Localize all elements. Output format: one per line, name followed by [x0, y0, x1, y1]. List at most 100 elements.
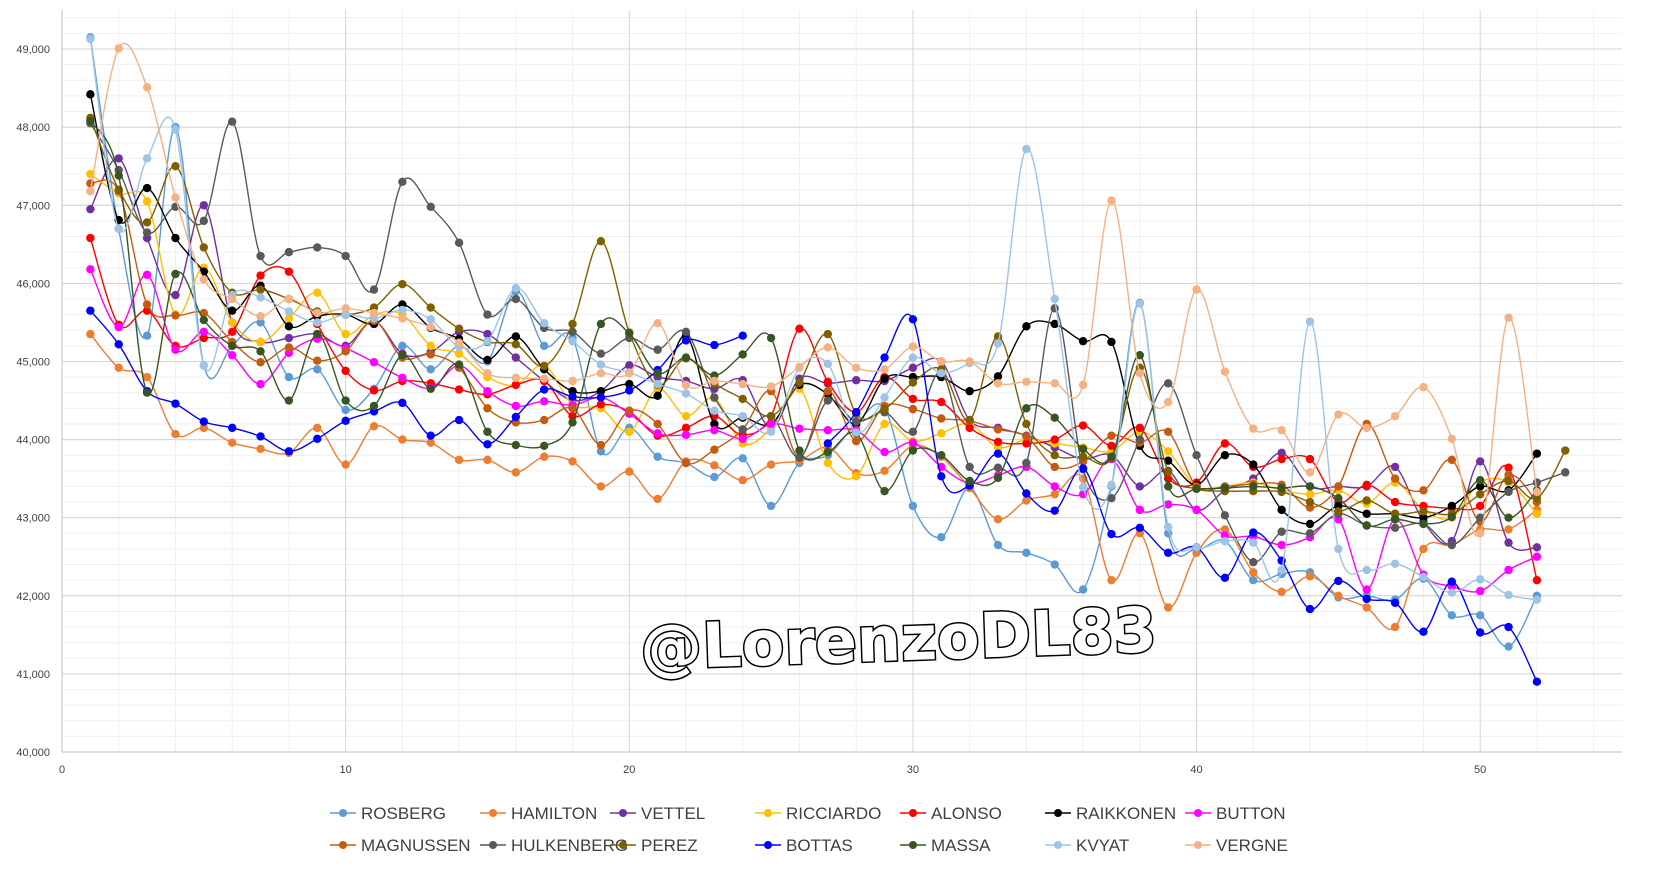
- data-point-perez: [539, 361, 549, 371]
- data-point-massa: [738, 350, 747, 359]
- data-point-bottas: [313, 434, 322, 443]
- data-point-magnussen: [993, 425, 1003, 434]
- data-point-bottas: [227, 423, 237, 433]
- data-point-vergne: [454, 338, 464, 347]
- legend-label: HULKENBERG: [511, 836, 628, 855]
- data-point-magnussen: [284, 343, 294, 352]
- legend-label: RAIKKONEN: [1076, 804, 1176, 823]
- data-point-bottas: [1107, 529, 1116, 539]
- data-point-vettel: [625, 361, 634, 370]
- data-point-perez: [1475, 490, 1485, 499]
- data-point-bottas: [114, 340, 123, 349]
- data-point-kvyat: [483, 336, 492, 346]
- data-point-raikkonen: [199, 267, 209, 276]
- data-point-hulkenberg: [284, 247, 294, 257]
- data-point-rosberg: [1022, 548, 1031, 558]
- data-point-bottas: [596, 393, 606, 402]
- data-point-kvyat: [596, 360, 606, 369]
- data-point-magnussen: [1050, 462, 1059, 472]
- data-point-vergne: [1532, 487, 1542, 497]
- data-point-magnussen: [199, 308, 209, 318]
- y-tick-label: 41,000: [16, 669, 50, 681]
- legend-item-hamilton: HAMILTON: [480, 804, 597, 823]
- legend-swatch-marker: [764, 809, 772, 817]
- data-point-alonso: [1107, 441, 1116, 451]
- data-point-alonso: [1532, 575, 1542, 585]
- y-tick-label: 47,000: [16, 200, 50, 212]
- data-point-bottas: [1050, 506, 1059, 515]
- data-point-vergne: [710, 376, 719, 386]
- data-point-rosberg: [596, 447, 606, 456]
- data-point-alonso: [681, 423, 691, 433]
- data-point-perez: [795, 378, 804, 387]
- data-point-kvyat: [1419, 572, 1428, 582]
- data-point-rosberg: [1475, 611, 1485, 620]
- data-point-kvyat: [880, 393, 889, 402]
- data-point-massa: [1447, 512, 1457, 522]
- data-point-bottas: [568, 392, 577, 401]
- data-point-vettel: [1475, 457, 1485, 466]
- data-point-hulkenberg: [795, 453, 804, 462]
- data-point-perez: [568, 319, 577, 329]
- data-point-hulkenberg: [1135, 435, 1145, 444]
- legend-item-vettel: VETTEL: [610, 804, 705, 823]
- legend-item-bottas: BOTTAS: [755, 836, 853, 855]
- data-point-massa: [1334, 493, 1343, 503]
- data-point-bottas: [1447, 577, 1457, 586]
- data-point-raikkonen: [1475, 482, 1485, 491]
- data-point-bottas: [1419, 627, 1428, 636]
- data-point-hulkenberg: [199, 216, 209, 226]
- data-point-vergne: [426, 322, 435, 332]
- data-point-hamilton: [114, 363, 123, 372]
- legend-label: ALONSO: [931, 804, 1002, 823]
- series-alonso: [86, 233, 1542, 585]
- data-point-massa: [284, 396, 294, 405]
- data-point-vettel: [1532, 543, 1542, 552]
- data-point-massa: [823, 447, 833, 457]
- data-point-vettel: [1277, 448, 1286, 458]
- data-point-rosberg: [1050, 560, 1059, 569]
- data-point-magnussen: [171, 311, 180, 320]
- data-point-bottas: [710, 340, 719, 350]
- data-point-vergne: [511, 373, 521, 383]
- data-point-kvyat: [398, 305, 407, 315]
- data-point-vergne: [256, 311, 265, 321]
- data-point-magnussen: [341, 347, 350, 356]
- data-point-vergne: [1050, 379, 1059, 388]
- series-line-alonso: [89, 237, 1538, 581]
- data-point-bottas: [483, 440, 492, 449]
- data-point-hulkenberg: [1561, 468, 1570, 477]
- data-point-vergne: [795, 362, 804, 372]
- data-point-vergne: [341, 304, 350, 313]
- data-point-massa: [596, 319, 606, 329]
- data-point-alonso: [937, 397, 946, 407]
- series-raikkonen: [86, 90, 1542, 529]
- data-point-ricciardo: [341, 329, 350, 339]
- legend-item-vergne: VERGNE: [1185, 836, 1288, 855]
- data-point-vergne: [653, 319, 662, 328]
- data-point-massa: [114, 171, 123, 180]
- data-point-hamilton: [1419, 544, 1428, 554]
- data-point-hamilton: [1050, 490, 1059, 499]
- data-point-vergne: [880, 365, 889, 374]
- data-point-hamilton: [227, 438, 237, 447]
- data-point-hamilton: [766, 460, 776, 469]
- data-point-hulkenberg: [653, 345, 662, 354]
- data-point-massa: [341, 396, 350, 405]
- data-point-hamilton: [313, 423, 322, 433]
- data-point-hamilton: [511, 468, 521, 477]
- data-point-vergne: [1305, 468, 1315, 477]
- data-point-vergne: [568, 376, 577, 386]
- legend-swatch-marker: [1054, 841, 1062, 849]
- data-point-kvyat: [1305, 317, 1315, 326]
- data-point-perez: [965, 415, 974, 425]
- data-point-raikkonen: [483, 355, 492, 365]
- data-point-hulkenberg: [1022, 458, 1031, 468]
- data-point-massa: [1135, 351, 1145, 360]
- data-point-button: [1362, 585, 1371, 594]
- series-kvyat: [86, 34, 1542, 604]
- data-point-hamilton: [398, 435, 407, 444]
- data-point-button: [171, 345, 180, 354]
- data-point-massa: [1390, 515, 1400, 524]
- data-point-massa: [256, 347, 265, 356]
